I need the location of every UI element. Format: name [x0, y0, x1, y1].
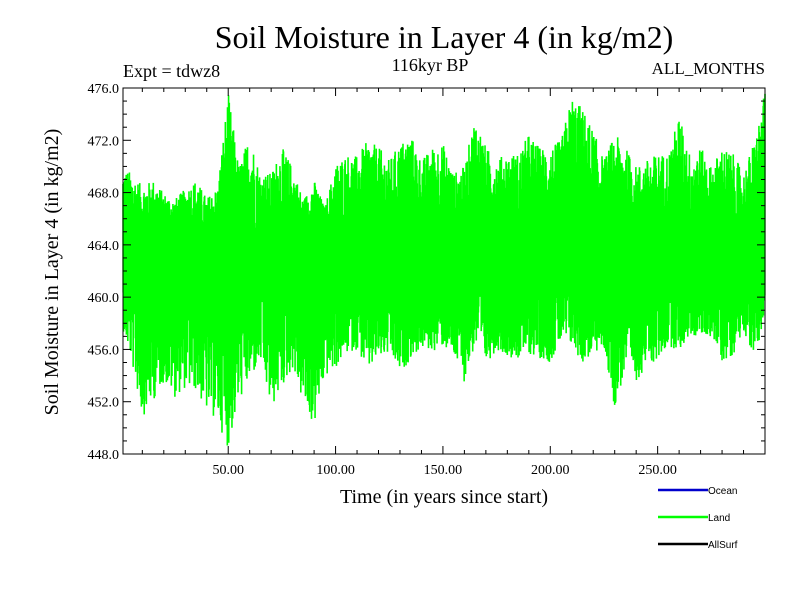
chart-title: Soil Moisture in Layer 4 (in kg/m2)	[215, 19, 674, 55]
y-tick-label: 456.0	[88, 343, 120, 358]
expt-label: Expt = tdwz8	[123, 61, 220, 81]
y-axis-label: Soil Moisture in Layer 4 (in kg/m2)	[41, 129, 63, 416]
period-label: 116kyr BP	[392, 55, 469, 75]
y-tick-label: 476.0	[88, 82, 120, 97]
series-line-land	[122, 93, 766, 446]
x-axis-label: Time (in years since start)	[340, 486, 548, 508]
x-tick-label: 100.00	[316, 463, 355, 478]
data-layer	[122, 93, 766, 446]
x-tick-label: 50.00	[212, 463, 244, 478]
y-tick-label: 448.0	[88, 448, 120, 463]
legend: Ocean Land AllSurf	[658, 486, 738, 551]
x-tick-labels: 50.00 100.00 150.00 200.00 250.00	[212, 463, 676, 478]
y-tick-label: 468.0	[88, 187, 120, 202]
legend-label-ocean: Ocean	[708, 486, 737, 497]
x-tick-label: 150.00	[424, 463, 463, 478]
y-tick-label: 460.0	[88, 291, 120, 306]
x-tick-label: 200.00	[531, 463, 570, 478]
legend-label-land: Land	[708, 513, 730, 524]
legend-label-allsurf: AllSurf	[708, 540, 738, 551]
y-tick-labels: 448.0 452.0 456.0 460.0 464.0 468.0 472.0 476.0	[88, 82, 120, 463]
y-tick-label: 452.0	[88, 396, 120, 411]
y-tick-label: 472.0	[88, 134, 120, 149]
y-tick-label: 464.0	[88, 239, 120, 254]
axis-ticks	[123, 87, 765, 455]
months-label: ALL_MONTHS	[652, 59, 765, 78]
x-tick-label: 250.00	[638, 463, 677, 478]
